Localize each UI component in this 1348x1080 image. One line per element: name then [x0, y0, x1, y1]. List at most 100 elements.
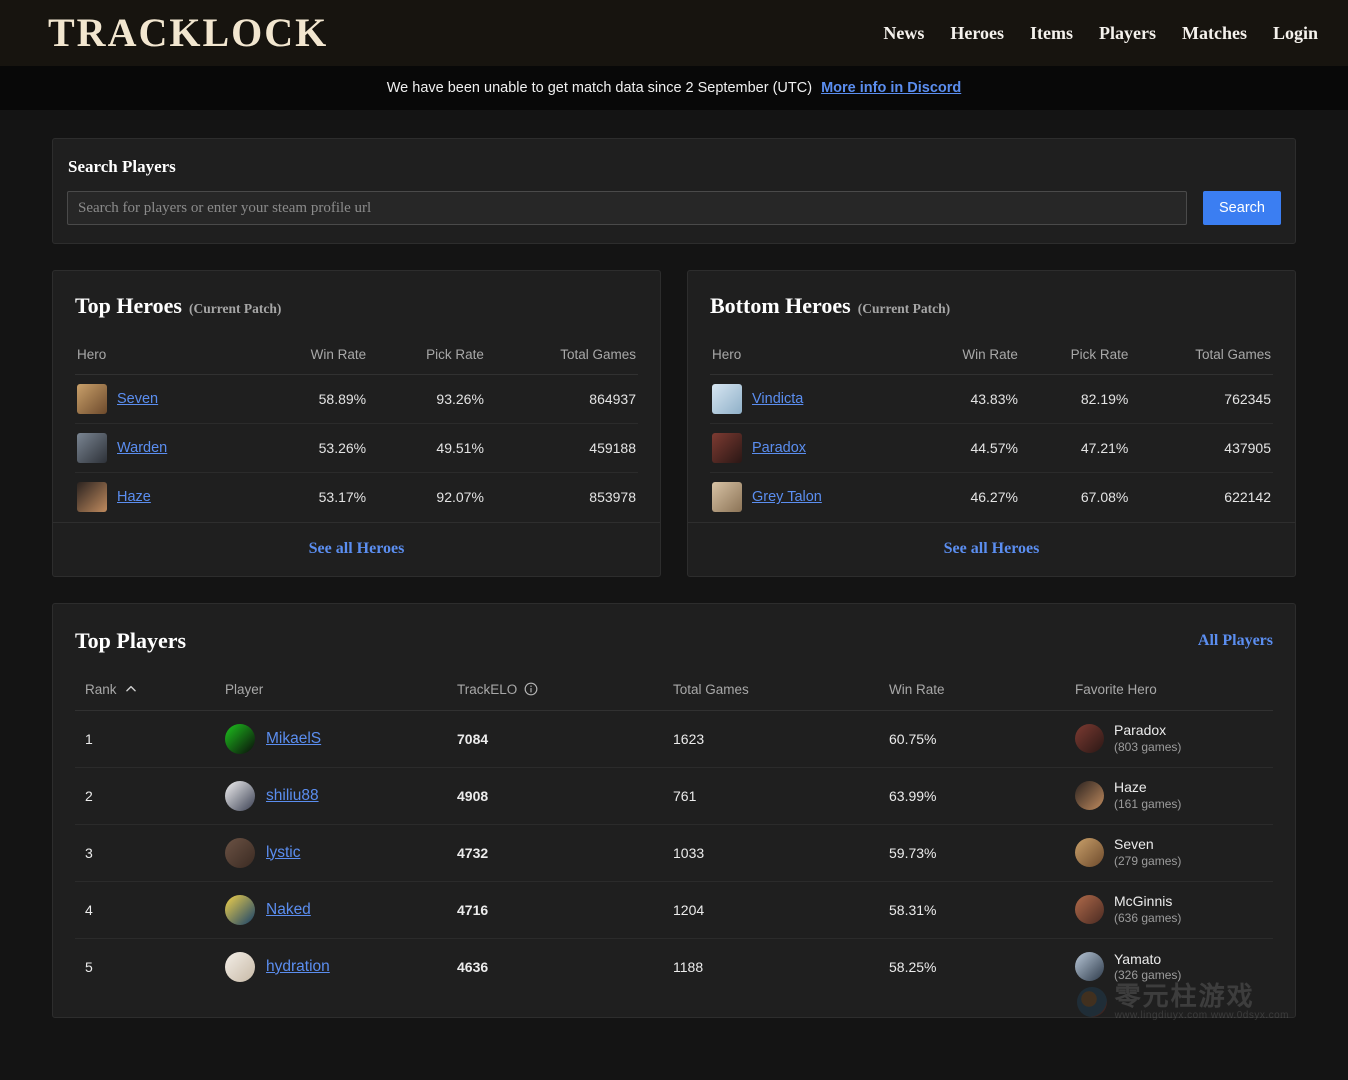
favorite-hero-avatar: [1075, 838, 1104, 867]
column-header-hero[interactable]: Hero: [75, 339, 255, 375]
player-link[interactable]: shiliu88: [266, 786, 319, 804]
nav-item-matches[interactable]: Matches: [1181, 22, 1247, 43]
hero-link[interactable]: Haze: [117, 489, 151, 506]
player-win-rate: 60.75%: [879, 710, 1065, 768]
favorite-hero-name: Paradox: [1114, 722, 1167, 739]
table-row[interactable]: 3 lystic 4732 1033 59.73%: [75, 824, 1273, 882]
player-link[interactable]: lystic: [266, 843, 301, 861]
hero-pick-rate: 49.51%: [368, 423, 486, 473]
bottom-heroes-card: Bottom Heroes (Current Patch) Hero Win R…: [687, 270, 1296, 577]
player-link[interactable]: MikaelS: [266, 729, 322, 747]
player-win-rate: 59.73%: [879, 824, 1065, 882]
favorite-hero-name: McGinnis: [1114, 893, 1173, 910]
hero-link[interactable]: Paradox: [752, 440, 807, 456]
hero-link[interactable]: Seven: [117, 391, 159, 407]
nav-item-news[interactable]: News: [883, 22, 925, 43]
table-row[interactable]: Grey Talon 46.27% 67.08% 622142: [710, 473, 1273, 522]
hero-avatar: [77, 433, 107, 463]
info-icon[interactable]: [524, 682, 538, 696]
hero-avatar: [712, 433, 742, 463]
column-header-pick-rate[interactable]: Pick Rate: [1019, 339, 1131, 375]
top-heroes-subtitle: (Current Patch): [188, 301, 282, 316]
top-players-card: Top Players All Players Rank Player: [52, 602, 1296, 1021]
hero-win-rate: 53.26%: [254, 423, 369, 473]
column-header-rank-label: Rank: [85, 681, 117, 697]
column-header-trackelo[interactable]: TrackELO: [447, 673, 663, 711]
page-content: Search Players Search Top Heroes (Curren…: [0, 110, 1348, 1021]
column-header-favorite-hero[interactable]: Favorite Hero: [1065, 673, 1273, 711]
nav-item-login[interactable]: Login: [1272, 22, 1318, 43]
bottom-heroes-title: Bottom Heroes: [710, 293, 851, 318]
top-players-header: Top Players All Players: [53, 604, 1295, 660]
favorite-hero-avatar: [1075, 895, 1104, 924]
top-heroes-table: Hero Win Rate Pick Rate Total Games Seve…: [75, 339, 638, 522]
all-players-link[interactable]: All Players: [1197, 631, 1273, 649]
top-navigation-bar: TRACKLOCK News Heroes Items Players Matc…: [0, 0, 1348, 66]
favorite-hero-games: (803 games): [1114, 739, 1182, 754]
avatar: [225, 951, 255, 982]
search-players-card: Search Players Search: [52, 138, 1296, 244]
player-trackelo: 7084: [447, 710, 663, 768]
favorite-hero-name: Haze: [1114, 779, 1147, 796]
player-link[interactable]: hydration: [266, 957, 330, 975]
player-rank: 4: [75, 881, 215, 939]
table-row[interactable]: Haze 53.17% 92.07% 853978: [75, 473, 638, 522]
search-button[interactable]: Search: [1203, 191, 1281, 225]
watermark-subtitle: www.lingdiuyx.com www.0dsyx.com: [1114, 1009, 1289, 1021]
player-trackelo: 4636: [457, 958, 489, 975]
avatar: [225, 780, 255, 811]
column-header-total-games[interactable]: Total Games: [663, 673, 879, 711]
column-header-hero[interactable]: Hero: [710, 339, 914, 375]
player-win-rate: 58.25%: [889, 958, 937, 975]
search-input[interactable]: [67, 191, 1187, 225]
player-rank: 2: [75, 767, 215, 825]
table-row[interactable]: 1 MikaelS 7084 1623 60.75%: [75, 710, 1273, 768]
table-row[interactable]: 5 hydration 4636 1188 58.25%: [75, 938, 1273, 995]
player-link[interactable]: Naked: [266, 900, 311, 918]
top-players-body: 1 MikaelS 7084 1623 60.75%: [75, 710, 1273, 995]
favorite-hero-games: (636 games): [1114, 910, 1182, 925]
column-header-win-rate[interactable]: Win Rate: [913, 339, 1020, 375]
see-all-heroes-link[interactable]: See all Heroes: [943, 540, 1040, 557]
bottom-heroes-table: Hero Win Rate Pick Rate Total Games Vind…: [710, 339, 1273, 522]
table-row[interactable]: Vindicta 43.83% 82.19% 762345: [710, 374, 1273, 424]
column-header-total-games[interactable]: Total Games: [1130, 339, 1273, 375]
column-header-win-rate[interactable]: Win Rate: [879, 673, 1065, 711]
favorite-hero-avatar: [1075, 952, 1104, 982]
nav-item-items[interactable]: Items: [1030, 22, 1073, 43]
search-players-title: Search Players: [68, 157, 176, 176]
site-logo[interactable]: TRACKLOCK: [48, 10, 329, 55]
hero-total-games: 853978: [589, 489, 636, 506]
hero-win-rate: 44.57%: [913, 423, 1020, 473]
table-row[interactable]: 4 Naked 4716 1204 58.31%: [75, 881, 1273, 939]
nav-item-heroes[interactable]: Heroes: [950, 22, 1004, 43]
column-header-rank[interactable]: Rank: [75, 673, 215, 711]
column-header-trackelo-label: TrackELO: [457, 681, 518, 697]
hero-pick-rate: 92.07%: [436, 489, 484, 506]
hero-link[interactable]: Vindicta: [752, 391, 804, 407]
see-all-heroes-link[interactable]: See all Heroes: [308, 540, 405, 557]
nav-item-players[interactable]: Players: [1099, 22, 1156, 43]
column-header-player[interactable]: Player: [215, 673, 447, 711]
table-row[interactable]: Paradox 44.57% 47.21% 437905: [710, 423, 1273, 473]
column-header-pick-rate[interactable]: Pick Rate: [368, 339, 486, 375]
column-header-win-rate[interactable]: Win Rate: [254, 339, 369, 375]
player-total-games: 1623: [663, 710, 879, 768]
hero-link[interactable]: Grey Talon: [752, 489, 822, 506]
avatar: [225, 894, 255, 925]
hero-win-rate: 43.83%: [913, 374, 1020, 424]
hero-win-rate: 53.17%: [318, 489, 367, 506]
table-row[interactable]: 2 shiliu88 4908 761 63.99%: [75, 767, 1273, 825]
banner-message: We have been unable to get match data si…: [386, 80, 813, 96]
table-header-row: Hero Win Rate Pick Rate Total Games: [75, 339, 638, 375]
avatar: [225, 837, 255, 868]
hero-link[interactable]: Warden: [117, 440, 168, 456]
player-trackelo: 4908: [447, 767, 663, 825]
column-header-total-games[interactable]: Total Games: [485, 339, 638, 375]
table-row[interactable]: Warden 53.26% 49.51% 459188: [75, 423, 638, 473]
avatar: [225, 723, 255, 754]
discord-info-link[interactable]: More info in Discord: [821, 80, 962, 96]
favorite-hero-games: (279 games): [1114, 853, 1182, 868]
table-row[interactable]: Seven 58.89% 93.26% 864937: [75, 374, 638, 424]
hero-avatar: [712, 384, 742, 414]
